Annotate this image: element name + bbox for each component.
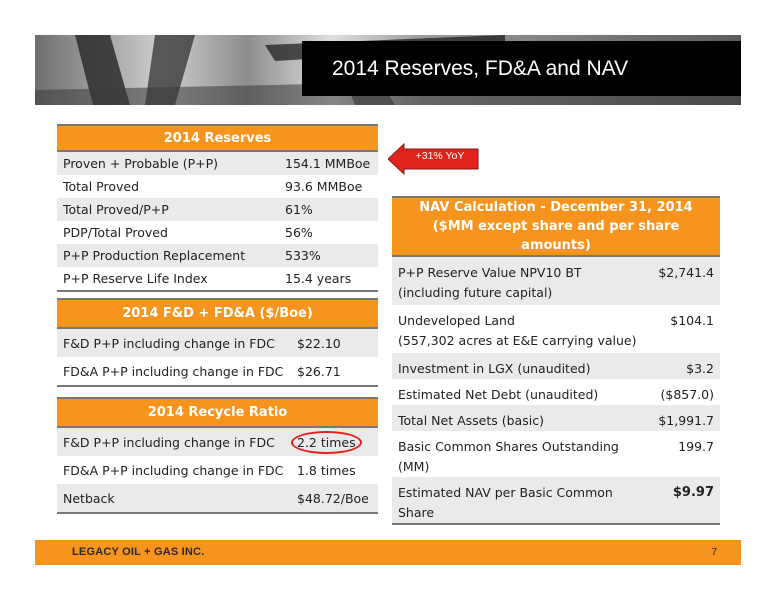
fda-table: 2014 F&D + FD&A ($/Boe) F&D P+P includin…	[57, 298, 378, 387]
table-row: FD&A P+P including change in FDC $26.71	[57, 357, 378, 387]
nav-per-share-value: $9.97	[649, 477, 720, 525]
row-label: F&D P+P including change in FDC	[57, 328, 291, 357]
row-label: P+P Reserve Life Index	[57, 267, 279, 292]
row-label: FD&A P+P including change in FDC	[57, 357, 291, 387]
table-row: F&D P+P including change in FDC $22.10	[57, 328, 378, 357]
row-value: 1.8 times	[291, 456, 378, 484]
row-value: 56%	[279, 221, 378, 244]
table-row: Total Proved 93.6 MMBoe	[57, 175, 378, 198]
row-label-line1: Estimated NAV per Basic Common	[398, 485, 613, 500]
row-label: Investment in LGX (unaudited)	[392, 353, 650, 379]
nav-calculation-table: NAV Calculation - December 31, 2014 ($MM…	[392, 196, 720, 525]
yoy-callout-arrow	[388, 143, 479, 175]
row-label: Estimated NAV per Basic Common Share	[392, 477, 650, 525]
table-row: Total Net Assets (basic) $1,991.7	[392, 405, 720, 431]
table-row: Netback $48.72/Boe	[57, 484, 378, 514]
row-label: P+P Reserve Value NPV10 BT (including fu…	[392, 256, 650, 305]
row-value: $22.10	[291, 328, 378, 357]
row-value: $26.71	[291, 357, 378, 387]
nav-header-line1: NAV Calculation - December 31, 2014	[419, 200, 693, 215]
row-label: Estimated Net Debt (unaudited)	[392, 379, 650, 405]
reserves-header: 2014 Reserves	[57, 124, 378, 152]
row-label: Total Proved/P+P	[57, 198, 279, 221]
table-row: PDP/Total Proved 56%	[57, 221, 378, 244]
row-value: $104.1	[649, 305, 720, 353]
row-label-line2: Share	[398, 505, 435, 520]
table-row: Estimated NAV per Basic Common Share $9.…	[392, 477, 720, 525]
page-title: 2014 Reserves, FD&A and NAV	[302, 41, 741, 96]
fda-header: 2014 F&D + FD&A ($/Boe)	[57, 298, 378, 329]
table-row: Investment in LGX (unaudited) $3.2	[392, 353, 720, 379]
row-label-line2: (including future capital)	[398, 285, 553, 300]
row-label-line2: (MM)	[398, 459, 430, 474]
table-row: F&D P+P including change in FDC 2.2 time…	[57, 427, 378, 456]
row-value: 2.2 times	[291, 427, 378, 456]
table-row: Total Proved/P+P 61%	[57, 198, 378, 221]
table-row: P+P Reserve Life Index 15.4 years	[57, 267, 378, 292]
table-row: P+P Reserve Value NPV10 BT (including fu…	[392, 256, 720, 305]
row-value: $1,991.7	[649, 405, 720, 431]
table-row: FD&A P+P including change in FDC 1.8 tim…	[57, 456, 378, 484]
page-number: 7	[711, 547, 717, 558]
recycle-header: 2014 Recycle Ratio	[57, 397, 378, 428]
table-row: P+P Production Replacement 533%	[57, 244, 378, 267]
row-label-line1: Undeveloped Land	[398, 313, 515, 328]
row-value: 533%	[279, 244, 378, 267]
row-label: Total Proved	[57, 175, 279, 198]
row-value: 15.4 years	[279, 267, 378, 292]
row-label: PDP/Total Proved	[57, 221, 279, 244]
row-value: 199.7	[649, 431, 720, 477]
row-label-line1: P+P Reserve Value NPV10 BT	[398, 265, 582, 280]
row-label-line1: Basic Common Shares Outstanding	[398, 439, 619, 454]
row-value: $2,741.4	[649, 256, 720, 305]
row-value: 61%	[279, 198, 378, 221]
reserves-table: 2014 Reserves Proven + Probable (P+P) 15…	[57, 124, 378, 292]
recycle-ratio-table: 2014 Recycle Ratio F&D P+P including cha…	[57, 397, 378, 514]
footer-bar: LEGACY OIL + GAS INC. 7	[35, 540, 741, 565]
row-value: 93.6 MMBoe	[279, 175, 378, 198]
row-label: P+P Production Replacement	[57, 244, 279, 267]
nav-header-line2: ($MM except share and per share amounts)	[432, 219, 680, 253]
nav-header: NAV Calculation - December 31, 2014 ($MM…	[392, 196, 720, 257]
row-label-line2: (557,302 acres at E&E carrying value)	[398, 333, 637, 348]
row-label: Total Net Assets (basic)	[392, 405, 650, 431]
row-value: 154.1 MMBoe	[279, 151, 378, 175]
row-value: ($857.0)	[649, 379, 720, 405]
row-value: $3.2	[649, 353, 720, 379]
row-label: Basic Common Shares Outstanding (MM)	[392, 431, 650, 477]
table-row: Estimated Net Debt (unaudited) ($857.0)	[392, 379, 720, 405]
circled-value: 2.2 times	[291, 430, 362, 454]
table-row: Proven + Probable (P+P) 154.1 MMBoe	[57, 151, 378, 175]
table-row: Basic Common Shares Outstanding (MM) 199…	[392, 431, 720, 477]
row-label: Undeveloped Land (557,302 acres at E&E c…	[392, 305, 650, 353]
company-logo-text: LEGACY OIL + GAS INC.	[72, 546, 205, 558]
row-value: $48.72/Boe	[291, 484, 378, 514]
yoy-callout-text: +31% YoY	[415, 150, 465, 162]
row-label: Netback	[57, 484, 291, 514]
row-label: Proven + Probable (P+P)	[57, 151, 279, 175]
table-row: Undeveloped Land (557,302 acres at E&E c…	[392, 305, 720, 353]
row-label: F&D P+P including change in FDC	[57, 427, 291, 456]
row-label: FD&A P+P including change in FDC	[57, 456, 291, 484]
